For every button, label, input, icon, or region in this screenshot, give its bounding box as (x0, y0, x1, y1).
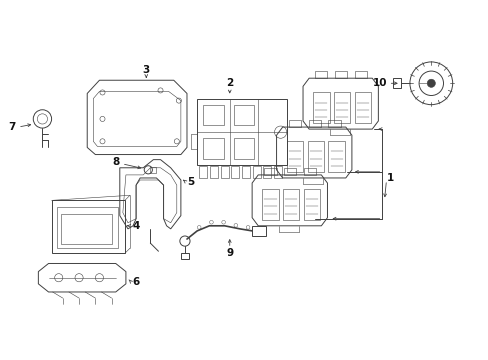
Text: 4: 4 (132, 221, 139, 231)
Bar (308, 120, 320, 127)
Bar (242, 166, 249, 178)
Bar (354, 71, 366, 78)
Bar (284, 168, 296, 175)
Text: 1: 1 (386, 173, 393, 183)
Bar (209, 166, 218, 178)
Text: 2: 2 (225, 78, 233, 88)
Bar (52, 201, 124, 253)
Bar (304, 168, 316, 175)
Circle shape (427, 79, 434, 87)
Bar (181, 253, 189, 260)
Bar (264, 168, 276, 175)
Bar (199, 166, 207, 178)
Bar (252, 226, 266, 236)
Text: 3: 3 (142, 65, 150, 75)
Bar (283, 189, 299, 220)
Bar (392, 78, 400, 89)
Bar (231, 166, 239, 178)
Text: 8: 8 (112, 157, 120, 167)
Bar (233, 105, 254, 125)
Bar (233, 138, 254, 159)
Bar (273, 166, 282, 178)
Text: 7: 7 (9, 122, 16, 132)
Bar (61, 213, 111, 244)
Bar (197, 99, 286, 165)
Bar (315, 71, 327, 78)
Text: 10: 10 (372, 78, 386, 88)
Bar (333, 93, 350, 123)
Bar (203, 105, 223, 125)
Bar (313, 93, 329, 123)
Text: 6: 6 (132, 277, 139, 287)
Bar (220, 166, 228, 178)
Text: 5: 5 (186, 177, 194, 187)
Text: 9: 9 (226, 248, 233, 258)
Bar (57, 207, 118, 248)
Bar (263, 166, 271, 178)
Bar (262, 189, 278, 220)
Bar (334, 71, 346, 78)
Bar (304, 189, 320, 220)
Bar (328, 120, 340, 127)
Bar (288, 120, 301, 127)
Bar (286, 141, 303, 172)
Bar (150, 167, 156, 173)
Bar (328, 141, 344, 172)
Bar (203, 138, 223, 159)
Bar (354, 93, 370, 123)
Bar (252, 166, 260, 178)
Bar (307, 141, 323, 172)
